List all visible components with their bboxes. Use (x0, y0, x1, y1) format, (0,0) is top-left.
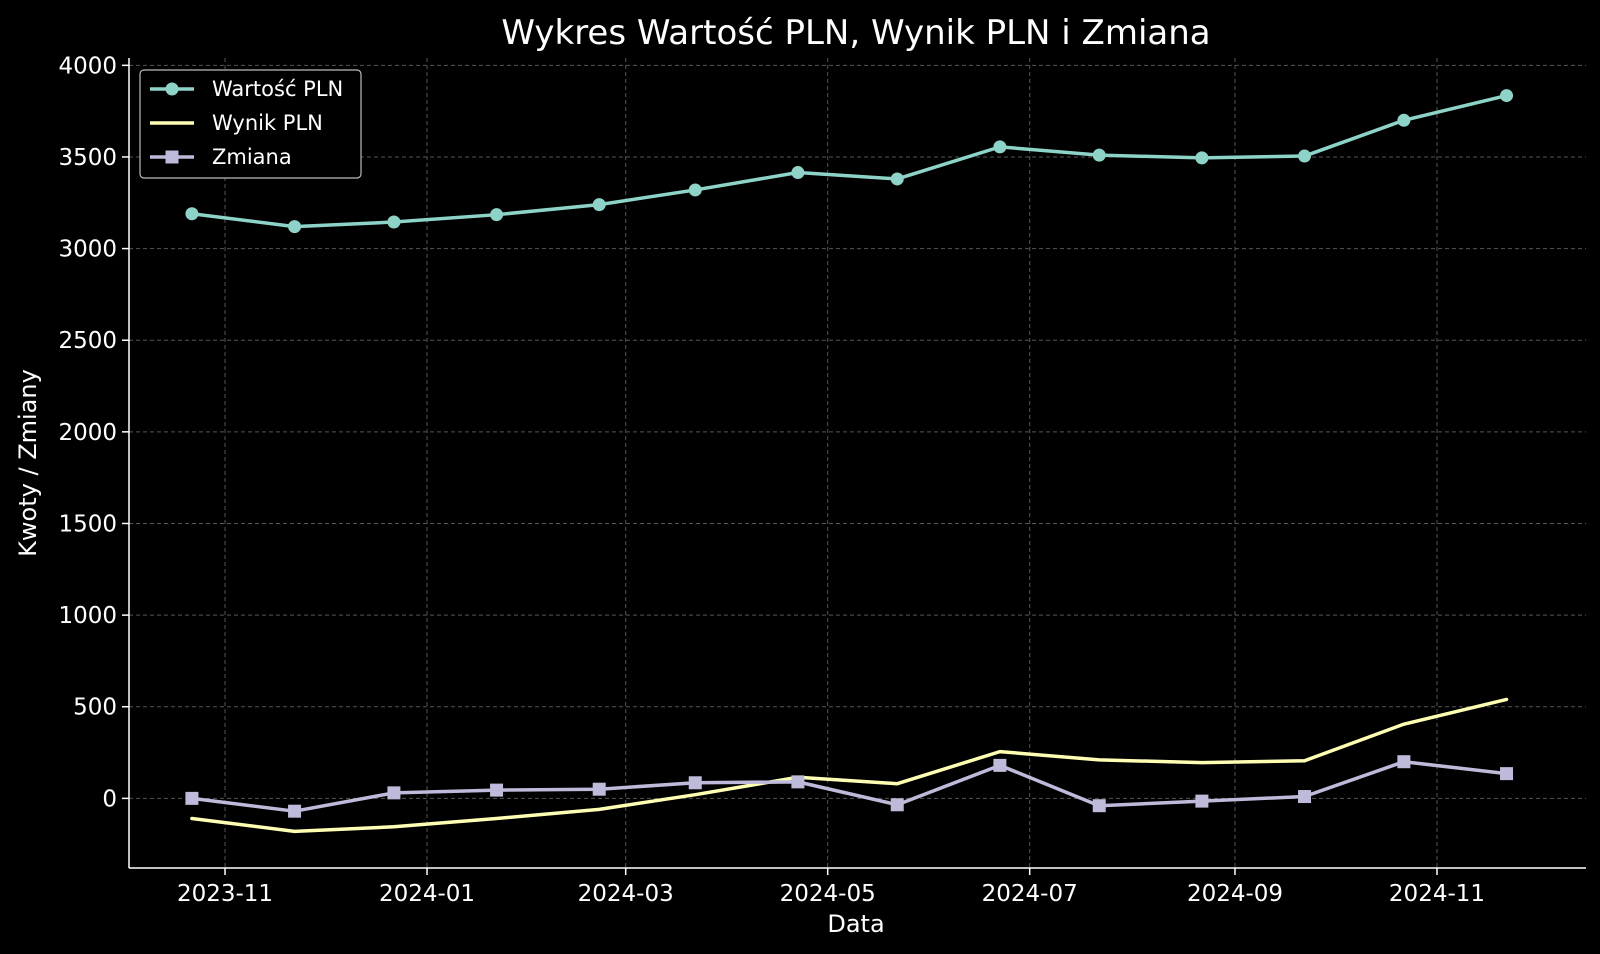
data-point (890, 172, 904, 186)
axes: 0 500 1000 1500 2000 2500 3000 3500 4000 2023-11 2… (58, 53, 1586, 907)
x-tick-label: 2024-09 (1187, 881, 1283, 907)
data-point (288, 804, 302, 818)
data-point (592, 782, 606, 796)
y-tick-label: 4000 (58, 53, 117, 79)
series-wynik-pln (190, 697, 1509, 834)
data-point (490, 783, 504, 797)
data-point (890, 798, 904, 812)
y-tick-label: 500 (73, 695, 117, 721)
data-point (1397, 113, 1411, 127)
legend: Wartość PLN Wynik PLN Zmiana (139, 69, 362, 179)
data-point (592, 198, 606, 212)
series-line-wynik-pln (190, 697, 1509, 834)
y-tick-label: 0 (102, 786, 117, 812)
x-tick-label: 2024-01 (379, 881, 475, 907)
series-zmiana (185, 755, 1514, 818)
legend-item-wynik-pln: Wynik PLN (150, 111, 323, 135)
data-point (490, 208, 504, 222)
x-axis-title: Data (827, 910, 884, 938)
data-point (387, 786, 401, 800)
legend-box (139, 69, 362, 179)
series-line-zmiana (190, 759, 1509, 813)
y-axis-title: Kwoty / Zmiany (14, 369, 42, 557)
x-tick-label: 2024-11 (1389, 881, 1485, 907)
series-line-warto-pln (190, 93, 1509, 229)
legend-item-warto-pln: Wartość PLN (150, 77, 343, 101)
legend-label: Wartość PLN (212, 77, 343, 101)
y-tick-label: 3500 (58, 145, 117, 171)
data-point (1195, 151, 1209, 165)
legend-label: Zmiana (212, 145, 292, 169)
series-warto-pln (185, 89, 1514, 234)
grid (129, 58, 1586, 868)
chart-title: Wykres Wartość PLN, Wynik PLN i Zmiana (501, 13, 1210, 53)
data-point (185, 207, 199, 221)
x-tick-label: 2024-07 (982, 881, 1078, 907)
y-tick-label: 3000 (58, 237, 117, 263)
x-tick-label: 2024-05 (780, 881, 876, 907)
data-point (993, 758, 1007, 772)
y-tick-label: 1000 (58, 603, 117, 629)
y-tick-label: 2000 (58, 420, 117, 446)
x-tick-label: 2024-03 (578, 881, 674, 907)
data-point (1298, 790, 1312, 804)
data-point (288, 220, 302, 234)
data-point (1092, 148, 1106, 162)
data-point (1500, 767, 1514, 781)
legend-item-zmiana: Zmiana (150, 145, 292, 169)
series-layer (185, 89, 1514, 834)
data-point (791, 166, 805, 180)
y-tick-label: 1500 (58, 511, 117, 537)
data-point (1298, 149, 1312, 163)
data-point (387, 215, 401, 229)
data-point (1500, 89, 1514, 103)
legend-marker (165, 82, 179, 96)
data-point (791, 775, 805, 789)
legend-label: Wynik PLN (212, 111, 323, 135)
legend-marker (165, 150, 179, 164)
data-point (1397, 755, 1411, 769)
data-point (1195, 794, 1209, 808)
data-point (993, 140, 1007, 154)
data-point (688, 776, 702, 790)
y-tick-label: 2500 (58, 328, 117, 354)
data-point (1092, 799, 1106, 813)
x-tick-label: 2023-11 (177, 881, 273, 907)
data-point (688, 183, 702, 197)
data-point (185, 791, 199, 805)
